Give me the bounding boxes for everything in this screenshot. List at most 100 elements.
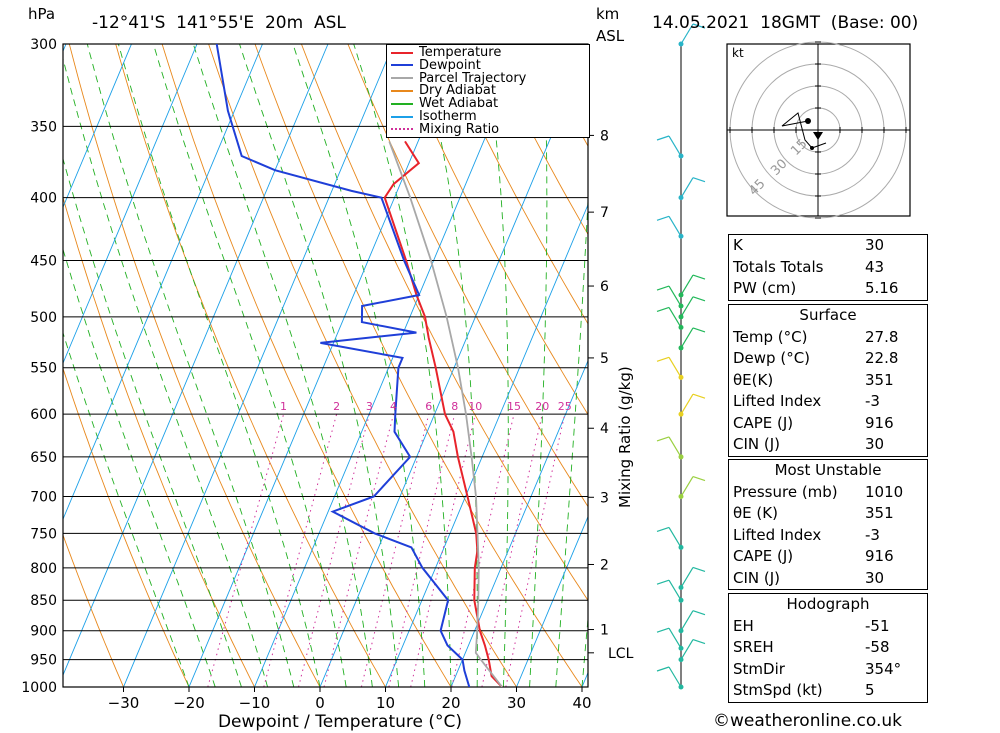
isotherm [63,44,132,209]
wind-barb-flag [656,526,670,532]
hodograph-point [805,118,811,124]
wind-barb-flag [692,475,706,482]
indices-surface: Surface Temp (°C) 27.8 Dewp (°C) 22.8 θE(K) 35… [728,304,928,457]
wind-barb-flag [692,327,706,333]
indices-most-unstable: Most Unstable Pressure (mb) 1010 θE (K) 351 L… [728,459,928,590]
mixing-ratio-value: 2 [333,400,340,413]
wind-barb-staff [668,215,682,237]
indices-value: 30 [865,435,885,453]
wind-barb-staff [680,393,694,415]
hodograph-point [810,146,814,150]
pressure-tick-label: 800 [30,561,57,577]
indices-value: -3 [865,525,880,544]
copyright-text[interactable]: ©weatheronline.co.uk [713,711,903,731]
dry-adiabat [63,367,190,687]
pressure-tick-label: 500 [30,310,57,326]
mixing-ratio-line [298,414,370,687]
dry-adiabat [486,44,588,236]
legend-label: Dry Adiabat [419,83,496,99]
indices-label: StmDir [733,659,785,678]
legend-item: Mixing Ratio [391,123,499,136]
pressure-tick-label: 450 [30,254,57,270]
indices-label: θE (K) [733,504,778,522]
x-tick-label: −30 [108,694,140,712]
dry-adiabat [393,44,588,416]
wind-barb-staff [668,357,682,378]
indices-section-title: Hodograph [786,595,870,613]
indices-label: Temp (°C) [733,327,808,346]
mixing-ratio-value: 4 [390,400,397,413]
wind-barb-flag [692,566,706,573]
legend-item: Dry Adiabat [391,84,496,97]
wind-barb-flag [656,579,670,585]
indices-value: 351 [865,504,894,522]
indices-row: Dewp (°C) 22.8 [729,348,927,370]
indices-value: 30 [865,568,885,587]
dry-adiabat [440,44,588,325]
wind-barb-flag [656,306,670,312]
indices-row: StmSpd (kt) 5 [729,680,927,702]
indices-row: θE(K) 351 [729,370,927,392]
legend-label: Wet Adiabat [419,96,499,112]
indices-row: PW (cm) 5.16 [729,278,927,300]
legend-swatch [391,89,413,92]
wind-barb-staff [680,327,694,349]
mixing-ratio-value: 20 [535,400,549,413]
legend-label: Dewpoint [419,57,481,73]
indices-label: CAPE (J) [733,413,794,432]
km-unit-label: km [596,5,620,23]
km-tick-label: 5 [600,351,609,367]
x-tick-label: 10 [376,694,395,712]
wet-adiabat [529,44,548,687]
wind-barb-flag [656,436,670,442]
wind-barb-flag [692,274,706,280]
wind-barb-flag [656,285,670,291]
legend-item: Parcel Trajectory [391,72,526,85]
wind-barb-flag [656,356,670,362]
wet-adiabat [581,613,588,687]
indices-row: θE (K) 351 [729,503,927,525]
isobar-lines [62,43,589,688]
mixing-ratio-value: 6 [425,400,432,413]
wind-barb-staff [668,666,682,688]
indices-row: CAPE (J) 916 [729,413,927,435]
mixing-ratio-value: 10 [468,400,482,413]
dry-adiabat [63,195,255,687]
dry-adiabat [161,44,452,687]
pressure-tick-label: 750 [30,526,57,542]
pressure-tick-label: 300 [30,37,57,53]
legend-label: Temperature [419,45,502,60]
wind-barb-staff [668,627,682,649]
legend-swatch [391,51,413,54]
indices-value: 5.16 [865,279,899,297]
pressure-tick-label: 400 [30,191,57,207]
indices-row: Lifted Index -3 [729,525,927,547]
pressure-tick-label: 900 [30,624,57,640]
mixing-ratio-value: 8 [451,400,458,413]
legend-swatch [391,115,413,118]
axis-labels: 3003504004505005506006507007508008509009… [21,37,634,732]
indices-row: CIN (J) 30 [729,568,927,590]
x-tick-label: −10 [239,694,271,712]
indices-label: θE(K) [733,370,774,389]
legend-label: Parcel Trajectory [419,70,527,86]
pressure-tick-label: 700 [30,490,57,506]
wind-barbs [656,23,706,690]
indices-label: Lifted Index [733,392,822,410]
isotherm [63,44,263,521]
wind-barb-staff [668,285,682,307]
indices-row: CAPE (J) 916 [729,546,927,568]
legend: Temperature Dewpoint Parcel Trajectory Dry … [386,44,590,138]
indices-section-title: Surface [799,306,857,324]
x-axis-label: Dewpoint / Temperature (°C) [218,712,462,732]
indices-row: Pressure (mb) 1010 [729,482,927,504]
km-tick-label: 7 [600,205,609,221]
indices-row: CIN (J) 30 [729,434,927,456]
asl-label: ASL [596,27,625,45]
legend-swatch [391,102,413,105]
wind-barb-flag [656,666,670,672]
isotherm [319,47,588,687]
km-tick-label: 8 [600,128,609,144]
legend-item: Dewpoint [391,59,481,72]
wind-barb-staff [668,135,682,157]
